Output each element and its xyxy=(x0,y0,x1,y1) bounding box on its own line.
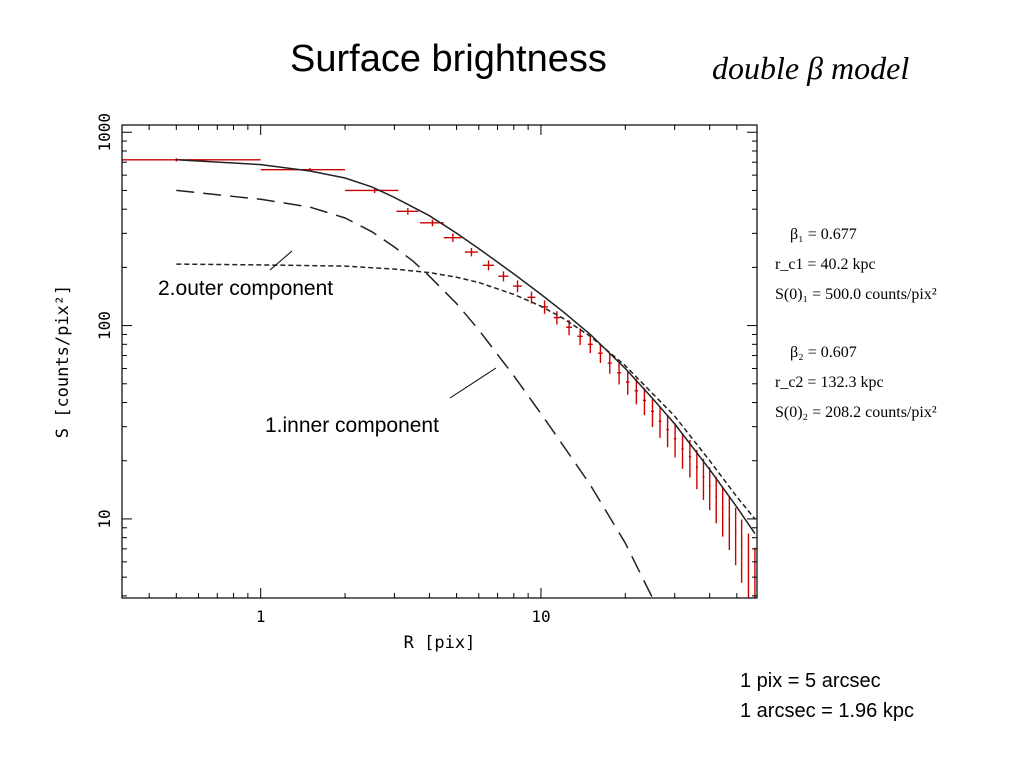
x-axis-label: R [pix] xyxy=(404,633,476,653)
pixel-scale-note: 1 pix = 5 arcsec xyxy=(740,670,881,692)
data-point xyxy=(607,353,612,374)
y-axis-label: S [counts/pix²] xyxy=(53,285,73,439)
data-point xyxy=(708,467,711,511)
data-point xyxy=(577,328,583,346)
data-point xyxy=(721,486,724,537)
data-point xyxy=(651,398,654,428)
plot-frame xyxy=(121,124,758,599)
outer-component-pointer xyxy=(269,250,293,271)
data-point xyxy=(666,414,669,448)
data-point xyxy=(634,379,639,405)
data-point xyxy=(740,519,743,583)
data-point xyxy=(617,362,621,385)
data-point xyxy=(625,371,630,395)
data-point xyxy=(715,476,718,524)
data-point xyxy=(702,458,705,500)
data-point xyxy=(747,533,750,598)
data-point xyxy=(482,260,495,271)
param-rc2: r_c2 = 132.3 kpc xyxy=(775,374,884,391)
outer-component-label: 2.outer component xyxy=(158,277,333,300)
inner-component-pointer xyxy=(449,367,497,399)
page-title: Surface brightness xyxy=(290,38,607,80)
data-point xyxy=(642,387,646,416)
data-point xyxy=(443,233,462,242)
data-point xyxy=(513,280,522,293)
data-point xyxy=(681,432,684,469)
data-point xyxy=(754,547,756,598)
data-point xyxy=(734,507,737,566)
data-point xyxy=(673,423,677,458)
param-rc1: r_c1 = 40.2 kpc xyxy=(775,256,876,273)
data-point xyxy=(527,291,536,304)
data-point xyxy=(587,336,593,354)
inner-component-label: 1.inner component xyxy=(265,414,439,437)
y-tick-label: 1000 xyxy=(95,113,114,152)
param-beta2: β₂ = 0.607 xyxy=(790,344,857,361)
total-model-line xyxy=(176,159,756,535)
inner-component-line xyxy=(176,189,654,598)
outer-component-line xyxy=(176,263,756,520)
data-point xyxy=(498,271,509,282)
x-tick-label: 10 xyxy=(531,607,550,626)
data-point xyxy=(553,311,561,325)
data-point xyxy=(598,344,603,363)
y-tick-label: 10 xyxy=(95,509,114,528)
data-point xyxy=(345,187,399,193)
x-tick-label: 1 xyxy=(256,607,266,626)
data-point xyxy=(464,247,478,257)
arcsec-scale-note: 1 arcsec = 1.96 kpc xyxy=(740,700,914,722)
model-name: double β model xyxy=(712,50,910,86)
y-tick-label: 100 xyxy=(95,311,114,340)
data-point xyxy=(728,496,731,551)
param-s01: S(0)₁ = 500.0 counts/pix² xyxy=(775,286,937,303)
param-beta1: β₁ = 0.677 xyxy=(790,226,857,243)
param-s02: S(0)₂ = 208.2 counts/pix² xyxy=(775,404,937,421)
data-point xyxy=(658,407,662,438)
data-point xyxy=(396,208,419,215)
data-point xyxy=(695,449,698,490)
data-point xyxy=(688,439,691,478)
